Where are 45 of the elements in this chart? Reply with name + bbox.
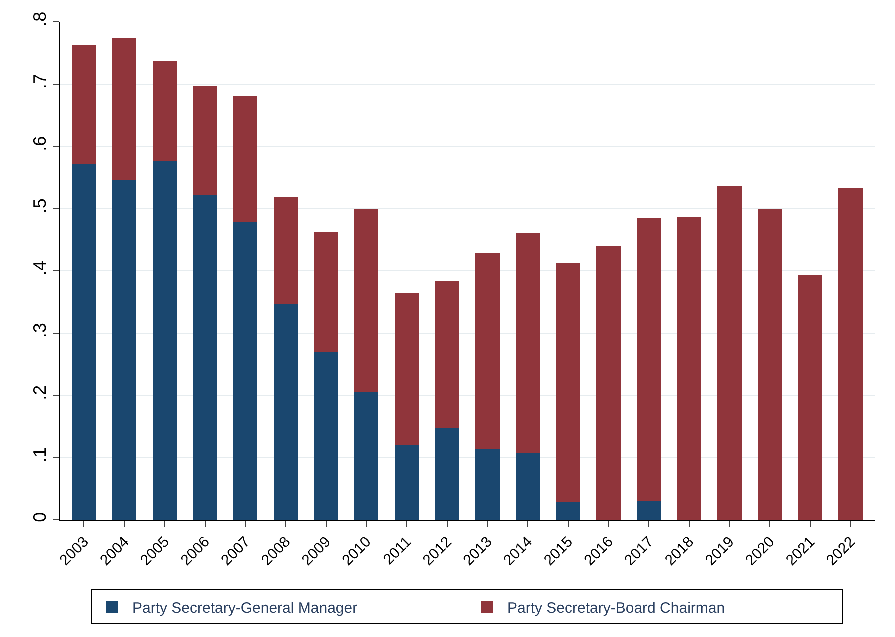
y-tick-label: .8	[30, 12, 50, 27]
bar	[838, 188, 863, 520]
bar	[435, 282, 460, 428]
bar	[72, 164, 96, 520]
bar	[152, 160, 177, 520]
bar	[677, 216, 702, 520]
bar	[72, 46, 96, 165]
legend-label: Party Secretary-Board Chairman	[508, 600, 726, 617]
bar	[233, 96, 258, 222]
bar	[193, 196, 218, 520]
bar	[394, 445, 420, 520]
y-tick-label: .6	[30, 136, 50, 152]
bar	[354, 208, 379, 392]
y-tick-label: .4	[30, 260, 50, 276]
bar	[798, 275, 823, 520]
legend-label: Party Secretary-General Manager	[132, 600, 358, 617]
bar	[152, 61, 177, 161]
bar	[193, 86, 218, 196]
bar	[596, 246, 621, 520]
bar	[435, 428, 460, 520]
bar	[354, 392, 379, 520]
y-tick-label: .7	[30, 74, 50, 90]
bar	[476, 449, 500, 520]
y-tick-label: .1	[30, 448, 50, 463]
bar	[556, 264, 580, 503]
bar	[636, 218, 662, 502]
bar	[112, 38, 137, 180]
bar	[516, 453, 540, 520]
bar	[758, 208, 782, 520]
bar	[394, 292, 420, 446]
y-tick-label: .3	[30, 323, 50, 338]
bar	[112, 180, 137, 520]
bar	[314, 352, 338, 520]
bar	[233, 222, 258, 520]
bar	[274, 304, 298, 520]
bar	[274, 198, 298, 305]
bar	[516, 234, 540, 454]
bar	[314, 232, 338, 353]
y-tick-label: 0	[30, 512, 50, 522]
bar	[476, 252, 500, 450]
bar	[636, 501, 662, 520]
bar	[718, 186, 742, 520]
y-tick-label: .2	[30, 385, 50, 400]
y-tick-label: .5	[30, 198, 50, 214]
bar	[556, 502, 580, 520]
